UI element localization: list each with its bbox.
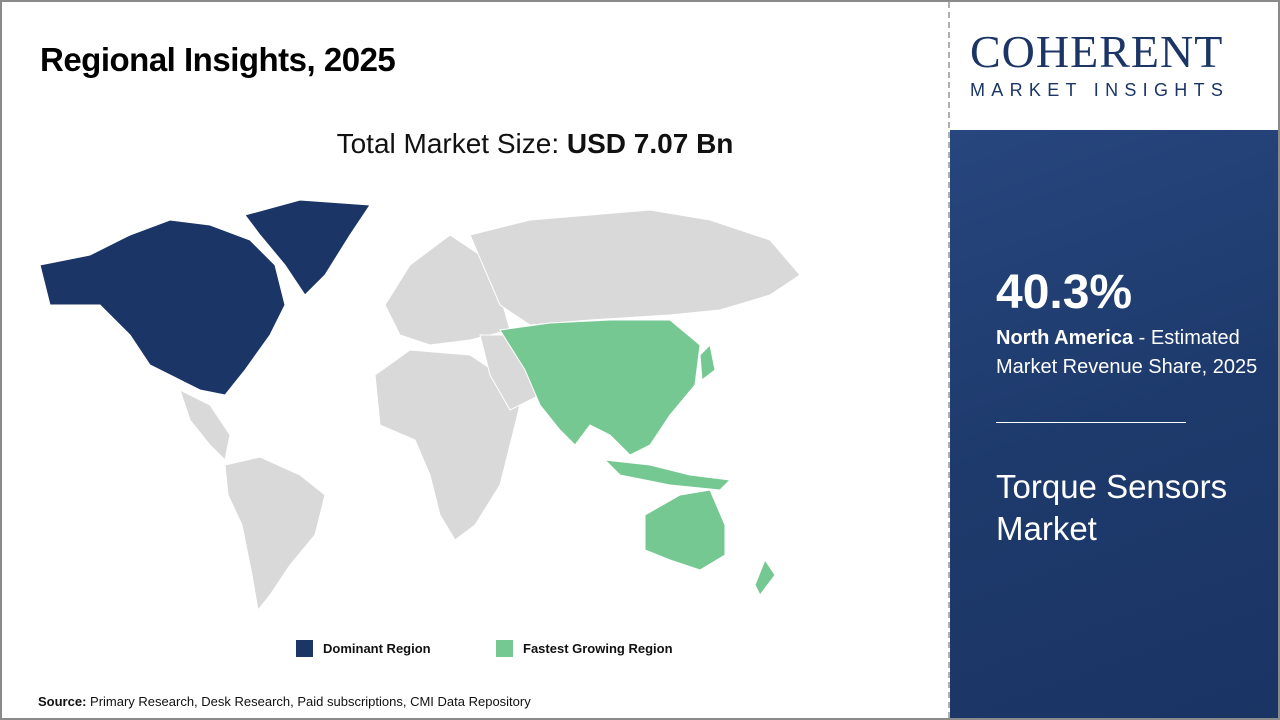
share-text: - Estimated Market Revenue Share, 2025 [996, 327, 1258, 378]
source-text: Primary Research, Desk Research, Paid su… [86, 694, 531, 709]
map-greenland [244, 199, 371, 296]
market-size: Total Market Size: USD 7.07 Bn [0, 126, 1070, 162]
source-label: Source: [38, 694, 87, 709]
market-size-label: Total Market Size: [336, 128, 567, 159]
market-name: Torque Sensors Market [996, 468, 1228, 547]
map-australia [644, 489, 726, 571]
map-russia [469, 209, 801, 326]
logo-sub-text: MARKET INSIGHTS [970, 80, 1230, 100]
legend-dominant: Dominant Region [296, 640, 431, 657]
legend-label: Fastest Growing Region [523, 641, 673, 656]
region-name: North America [996, 327, 1134, 349]
map-new-zealand [754, 558, 776, 596]
legend-swatch-fastest [496, 640, 513, 657]
page-title: Regional Insights, 2025 [40, 41, 396, 78]
legend-label: Dominant Region [323, 641, 431, 656]
highlight-panel: 40.3% North America - Estimated Market R… [950, 130, 1278, 718]
map-north-america [39, 219, 286, 396]
share-description: North America - Estimated Market Revenue… [996, 324, 1271, 382]
map-asia-pacific [499, 319, 701, 456]
legend-fastest: Fastest Growing Region [496, 640, 673, 657]
separator [996, 422, 1186, 423]
map-europe [384, 234, 511, 346]
logo-main-text: COHERENT [970, 26, 1224, 77]
map-south-america [224, 456, 326, 612]
map-indonesia [603, 459, 732, 491]
source-note: Source: Primary Research, Desk Research,… [38, 694, 531, 710]
share-percent: 40.3% [996, 266, 1133, 319]
map-japan [699, 343, 716, 381]
map-central-america [179, 389, 231, 462]
world-map [39, 199, 801, 612]
legend-swatch-dominant [296, 640, 313, 657]
company-logo: COHERENT MARKET INSIGHTS [950, 2, 1278, 130]
divider [948, 2, 950, 718]
map-africa [374, 349, 521, 541]
market-size-value: USD 7.07 Bn [566, 128, 734, 159]
